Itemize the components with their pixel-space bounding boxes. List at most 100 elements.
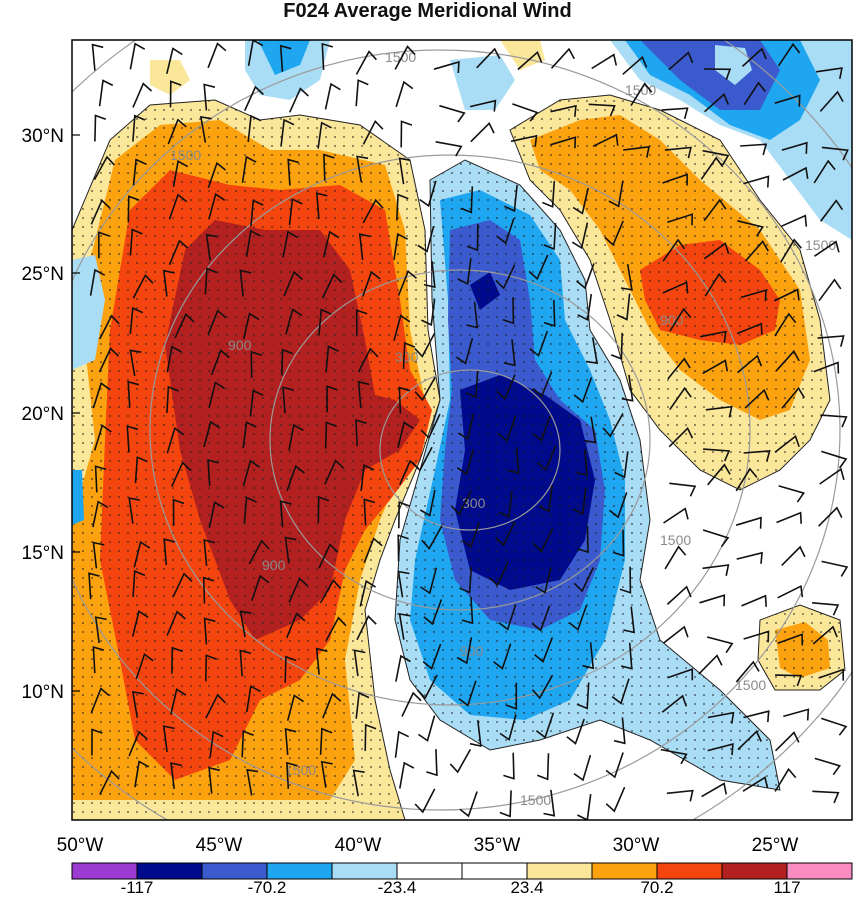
contour-label: 1500 [735,677,766,693]
wind-barb [813,361,840,374]
wind-barb [821,717,848,736]
wind-barb [166,47,183,74]
wind-barb [362,198,384,224]
wind-barb [614,451,629,479]
wind-barb [241,730,254,758]
contour-label: 900 [262,557,286,573]
wind-barb [203,617,216,645]
wind-barb [503,339,516,367]
wind-barb [398,501,410,529]
wind-barb [325,345,339,373]
wind-barb [133,540,151,568]
wind-barb [394,45,416,70]
contour-label: 1500 [170,147,201,163]
wind-barb [504,184,518,213]
wind-barb [248,539,270,565]
wind-barb [778,485,805,503]
wind-barb [128,730,148,757]
wind-barb [476,47,501,69]
wind-barb [662,238,686,262]
wind-barb [575,263,595,290]
wind-barb [663,625,689,644]
wind-barb [242,421,257,449]
wind-barb [573,567,595,593]
wind-barb [818,668,844,681]
wind-barb [814,240,840,257]
lon-label-30w: 30°W [613,835,660,856]
wind-barb [550,47,576,69]
wind-barb [698,654,723,675]
wind-barb [208,381,226,408]
wind-barb [612,529,625,557]
wind-barb [318,308,332,336]
wind-barb [774,434,800,453]
wind-barb [613,717,626,745]
contour-label: 300 [395,349,419,365]
wind-barb [455,337,474,365]
wind-barb [398,386,411,414]
wind-barb [319,578,342,604]
wind-barb [245,229,261,257]
wind-barb [704,272,727,297]
colorbar-swatch [461,862,528,880]
wind-barb [469,720,482,748]
wind-barb [241,155,257,183]
wind-barb [499,714,517,741]
wind-barb [397,570,410,598]
wind-barb [398,157,411,185]
wind-barb [667,357,691,380]
wind-barb [94,616,107,644]
wind-barb [702,564,730,576]
wind-barb [531,674,554,700]
wind-barb [495,521,516,547]
wind-barb [170,688,187,715]
wind-barb [668,426,694,448]
wind-barb [242,459,260,487]
wind-barb [819,90,844,112]
wind-barb [205,233,218,261]
wind-barb [352,769,365,797]
wind-barb [355,50,377,75]
wind-barb [317,121,332,149]
wind-barb [279,500,292,528]
wind-barb [604,220,624,247]
wind-barb [499,790,512,818]
wind-barb [812,602,840,616]
wind-barb [507,447,520,475]
wind-barb [620,263,633,291]
wind-barb [498,491,513,519]
wind-barb [363,537,383,564]
wind-barb [394,730,410,758]
wind-barb [705,405,733,418]
wind-barb [703,242,730,260]
wind-barb [208,192,226,220]
wind-barb [611,678,630,705]
wind-barb [287,158,300,186]
wind-barb [210,349,230,376]
colorbar-labels: -117 -70.2 -23.4 23.4 70.2 117 [121,878,801,897]
wind-barb [532,415,551,442]
wind-barb [572,187,589,215]
wind-barb [741,594,767,607]
wind-barb [420,413,441,440]
wind-barb [573,377,593,404]
wind-barb [131,610,149,637]
colorbar-label: 70.2 [640,878,673,897]
lat-label-25n: 25°N [22,264,64,285]
lon-label-50w: 50°W [57,835,104,856]
colorbar-swatch [396,862,463,880]
wind-barb [669,307,692,332]
wind-barb [207,42,227,69]
wind-barb [543,223,557,251]
wind-barb [129,306,144,335]
colorbar-label: 23.4 [510,878,543,897]
wind-barb [286,694,304,721]
wind-barb [550,136,577,149]
wind-barb [127,195,140,223]
wind-barb [781,141,808,154]
wind-barb [166,345,182,373]
wind-barb [815,67,843,80]
wind-barb [605,752,624,779]
wind-barb [92,541,105,569]
